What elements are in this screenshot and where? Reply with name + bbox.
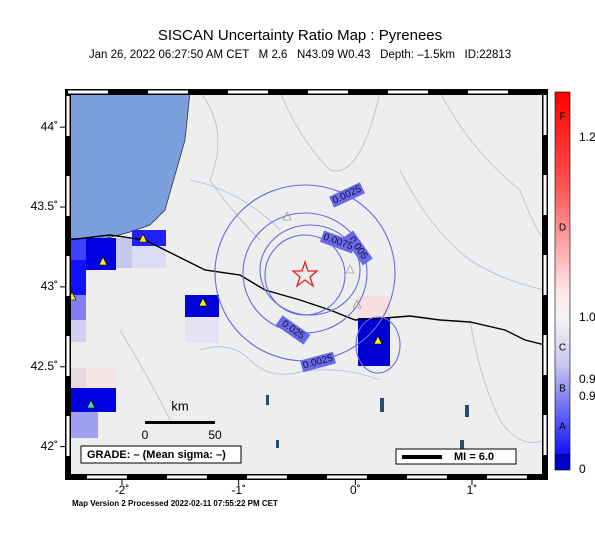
y-tick-label: 43.5˚ [31, 199, 58, 213]
colorbar-label: 1.2 [579, 130, 595, 144]
colorbar-grade: B [559, 384, 566, 395]
rivers [119, 92, 545, 443]
colorbar-grade: D [559, 223, 566, 234]
grid-cells [68, 230, 390, 438]
x-tick-label: -1˚ [231, 483, 246, 497]
contour-label-box [329, 182, 365, 208]
contour-label-box [343, 230, 373, 266]
x-tick-label: 0˚ [350, 483, 361, 497]
contour-label-box [275, 315, 311, 345]
border [68, 234, 545, 346]
grade-box [80, 445, 242, 464]
colorbar-label: 1.0 [579, 310, 595, 324]
footer: Map Version 2 Processed 2022-02-11 07:55… [72, 499, 278, 508]
contour-label-box [319, 230, 357, 254]
colorbar-grade: F [559, 112, 565, 123]
scale-unit: km [171, 398, 188, 413]
mi-line [402, 455, 442, 459]
colorbar-label: 0.9 [579, 372, 595, 386]
y-tick-label: 43˚ [41, 279, 58, 293]
subtitle: Jan 26, 2022 06:27:50 AM CET M 2.6 N43.0… [89, 49, 511, 61]
y-tick-label: 42˚ [41, 439, 58, 453]
mi: MI = 6.0 [454, 451, 494, 463]
colorbar-label: 0 [579, 462, 586, 476]
mi-box [395, 448, 517, 465]
axis-ticks: -2˚ -1˚ 0˚ 1˚ 42˚ 42.5˚ 43˚ 43.5˚ 44˚ [31, 119, 478, 497]
y-tick-label: 44˚ [41, 119, 58, 133]
stations [68, 211, 383, 409]
epicenter [291, 259, 319, 288]
frame-dash [66, 90, 547, 479]
y-tick-label: 42.5˚ [31, 359, 58, 373]
colorbar-grade: A [559, 422, 566, 433]
colorbar-label: 0.9 [579, 389, 595, 403]
colorbar: F D C B A 1.2 1.0 0.9 0.9 0 [554, 91, 595, 476]
colorbar-grade: C [559, 343, 566, 354]
x-tick-label: 1˚ [467, 483, 478, 497]
scale-bar: km 0 50 [142, 398, 222, 442]
x-tick-label: -2˚ [115, 483, 130, 497]
contour-label-box [300, 351, 336, 373]
scale-start: 0 [142, 428, 149, 442]
scale-end: 50 [208, 428, 222, 442]
islands [266, 395, 469, 450]
grade: GRADE: – (Mean sigma: –) [87, 449, 226, 461]
title: SISCAN Uncertainty Ratio Map : Pyrenees [158, 27, 442, 44]
